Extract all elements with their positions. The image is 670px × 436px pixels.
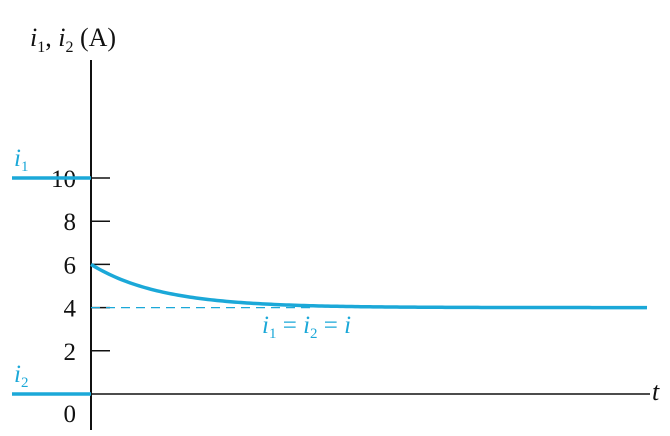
series-line-i	[90, 262, 648, 310]
y-tick-label: 2	[64, 339, 77, 366]
annotation-eq1: =	[276, 312, 303, 339]
y-tick-label: 8	[64, 209, 77, 236]
y-title-i2: i	[58, 23, 65, 52]
y-title-sub1: 1	[37, 39, 45, 56]
annotation-a: i	[262, 312, 269, 339]
level-markers: i1 i2	[12, 145, 91, 396]
y-tick-label: 0	[64, 401, 77, 428]
x-axis-title: t	[652, 377, 660, 406]
annotation-c: i	[344, 312, 351, 339]
annotation-b-sub: 2	[310, 326, 318, 342]
level-label-i1: i1	[14, 145, 28, 175]
level-label-i2: i2	[14, 361, 28, 391]
y-tick-label: 6	[64, 252, 77, 279]
annotation-a-sub: 1	[269, 326, 277, 342]
y-title-i1: i	[30, 23, 37, 52]
y-axis-title: i1, i2 (A)	[30, 23, 116, 56]
annotation-eq2: =	[318, 312, 345, 339]
y-title-sub2: 2	[65, 39, 73, 56]
y-title-unit: (A)	[73, 23, 116, 52]
y-ticks: 0246810	[51, 166, 110, 428]
annotation-b: i	[303, 312, 310, 339]
y-tick-label: 4	[64, 296, 77, 323]
series-annotation: i1 = i2 = i	[262, 312, 351, 342]
y-title-sep: ,	[45, 23, 58, 52]
